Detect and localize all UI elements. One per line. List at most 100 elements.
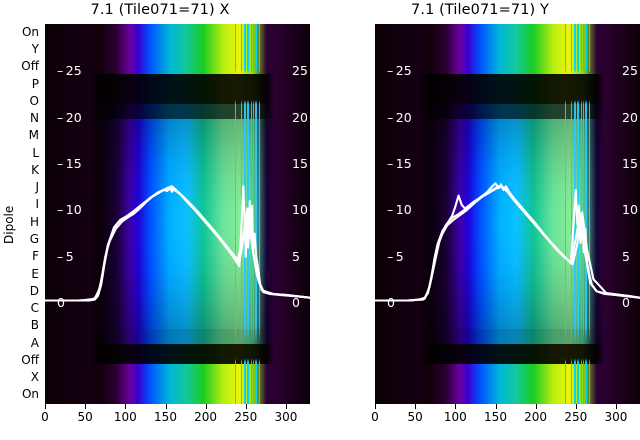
heatmap-row xyxy=(375,239,640,245)
heatmap-row xyxy=(375,69,640,75)
x-tick-mark xyxy=(535,404,537,409)
heatmap-row xyxy=(45,399,310,404)
category-tick-x: X xyxy=(30,370,39,385)
x-tick-mark xyxy=(165,404,167,409)
heatmap-row xyxy=(45,374,310,380)
profile-curves xyxy=(375,182,640,302)
x-tick-label: 200 xyxy=(524,410,548,424)
heatmap-streak-line xyxy=(234,24,236,404)
heatmap-row xyxy=(375,79,640,85)
category-tick-off: Off xyxy=(21,59,39,74)
category-tick-i: I xyxy=(35,197,39,212)
heatmap-row xyxy=(45,269,310,275)
heatmap-row xyxy=(375,159,640,165)
category-tick-d: D xyxy=(29,283,39,298)
category-tick-n: N xyxy=(30,111,39,125)
profile-curve xyxy=(45,185,310,302)
panel-x: 7.1 (Tile071=71) X – 25 – 20 – 15 – 10 – 5 0 2… xyxy=(2,2,310,404)
heatmap-row xyxy=(45,279,310,285)
heatmap-row xyxy=(375,154,640,160)
heatmap-row xyxy=(45,154,310,160)
heatmap-row xyxy=(45,174,310,180)
heatmap-row xyxy=(45,114,310,120)
heatmap-row xyxy=(45,234,310,240)
heatmap-row xyxy=(375,194,640,200)
heatmap-row xyxy=(375,89,640,95)
heatmap-row xyxy=(45,314,310,320)
x-tick-label: 250 xyxy=(234,410,258,424)
x-tick-label: 0 xyxy=(41,410,49,424)
y-tick-label: – 25 xyxy=(57,63,82,79)
x-tick-mark xyxy=(285,404,287,409)
heatmap-row xyxy=(375,64,640,70)
y-tick-label-right: 5 xyxy=(292,248,300,264)
x-tick-mark xyxy=(455,404,457,409)
heatmap-row xyxy=(375,344,640,350)
heatmap-row xyxy=(45,339,310,345)
profile-curve xyxy=(375,185,640,302)
x-tick-label: 250 xyxy=(564,410,588,424)
y-tick-label: – 20 xyxy=(387,109,412,125)
heatmap-row xyxy=(375,314,640,320)
heatmap-row xyxy=(375,54,640,60)
heatmap-streak-line xyxy=(252,24,255,404)
heatmap-row xyxy=(375,184,640,190)
heatmap-row xyxy=(375,399,640,404)
x-tick-label: 100 xyxy=(443,410,467,424)
heatmap-row xyxy=(45,334,310,340)
heatmap-row xyxy=(375,364,640,370)
heatmap-row xyxy=(375,384,640,390)
heatmap-row xyxy=(45,344,310,350)
heatmap-row xyxy=(45,304,310,310)
y-tick-label-right: 15 xyxy=(622,156,638,171)
x-tick-mark xyxy=(245,404,247,409)
heatmap-row xyxy=(45,84,310,90)
panel-y-plot-area: – 25 – 20 – 15 – 10 – 5 0 25 20 15 10 5 0 xyxy=(375,24,640,404)
category-tick-on: On xyxy=(21,24,39,39)
heatmap-row xyxy=(375,149,640,155)
heatmap-row xyxy=(45,294,310,300)
heatmap-row xyxy=(45,109,310,115)
profile-curve xyxy=(45,186,310,302)
heatmap-row xyxy=(375,254,640,260)
heatmap-row xyxy=(375,109,640,115)
heatmap-row xyxy=(375,44,640,50)
heatmap-row xyxy=(45,209,310,215)
heatmap-row xyxy=(45,319,310,325)
heatmap-row xyxy=(375,174,640,180)
heatmap-row xyxy=(45,309,310,315)
y-tick-label: 0 xyxy=(57,295,65,311)
heatmap-row xyxy=(45,254,310,260)
heatmap-row xyxy=(375,214,640,220)
y-tick-label-right: 15 xyxy=(292,156,308,171)
heatmap-row xyxy=(375,169,640,175)
heatmap-row xyxy=(45,394,310,400)
y-tick-label: – 25 xyxy=(387,63,412,79)
x-tick-label: 50 xyxy=(407,410,423,424)
y-tick-label: – 10 xyxy=(387,202,412,218)
y-tick-label-right: 10 xyxy=(292,202,308,218)
x-tick-mark xyxy=(495,404,497,409)
heatmap-row xyxy=(375,339,640,345)
heatmap-row xyxy=(375,324,640,330)
heatmap-row xyxy=(45,219,310,225)
heatmap-row xyxy=(375,84,640,90)
heatmap-row xyxy=(45,274,310,280)
x-tick-mark xyxy=(85,404,87,409)
heatmap-row xyxy=(45,164,310,170)
y-tick-label-right: 0 xyxy=(292,295,300,311)
heatmap-row xyxy=(375,279,640,285)
category-tick-on: On xyxy=(21,387,39,402)
heatmap-row xyxy=(45,34,310,40)
heatmap-row xyxy=(375,179,640,185)
heatmap-streak-line xyxy=(258,24,260,404)
x-tick-label: 50 xyxy=(77,410,93,424)
y-tick-label-right: 25 xyxy=(292,63,308,79)
heatmap-row xyxy=(375,309,640,315)
heatmap-row xyxy=(375,94,640,100)
category-tick-h: H xyxy=(29,214,39,229)
heatmap-streak-line xyxy=(585,24,587,404)
y-tick-label-right: 25 xyxy=(622,63,638,79)
panel-x-title: 7.1 (Tile071=71) X xyxy=(90,2,230,18)
